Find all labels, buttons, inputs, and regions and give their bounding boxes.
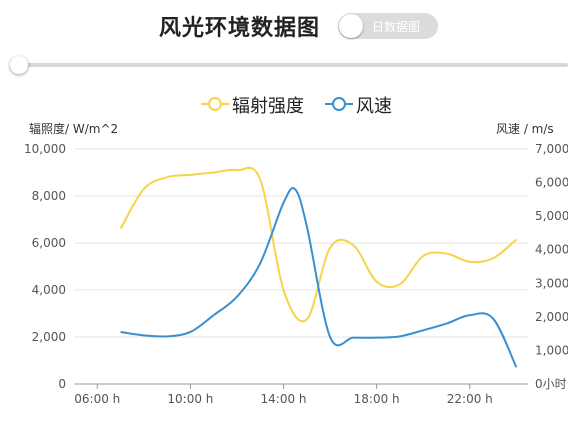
left-tick-label: 4,000 bbox=[32, 283, 66, 297]
slider-track[interactable] bbox=[12, 63, 568, 67]
right-tick-label: 7,000 bbox=[535, 142, 568, 156]
left-tick-label: 10,000 bbox=[24, 142, 66, 156]
x-tick-label: 10:00 h bbox=[167, 392, 213, 406]
x-tick-label: 06:00 h bbox=[74, 392, 120, 406]
toggle-knob[interactable] bbox=[339, 14, 363, 38]
x-tick-label: 14:00 h bbox=[261, 392, 307, 406]
series-line-wind bbox=[120, 187, 518, 368]
right-tick-label: 5,000 bbox=[535, 209, 568, 223]
x-tick-label: 22:00 h bbox=[447, 392, 493, 406]
x-tick-label: 18:00 h bbox=[354, 392, 400, 406]
legend-label-radiation: 辐射强度 bbox=[232, 96, 304, 117]
right-tick-label: 0小时 bbox=[535, 377, 567, 391]
chart-header: 风光环境数据图 日数据图 bbox=[0, 8, 568, 44]
right-tick-label: 3,000 bbox=[535, 276, 568, 290]
right-tick-label: 2,000 bbox=[535, 310, 568, 324]
page-title: 风光环境数据图 bbox=[159, 16, 321, 41]
left-tick-label: 0 bbox=[58, 377, 66, 391]
series-line-radiation bbox=[119, 166, 518, 323]
left-tick-label: 8,000 bbox=[32, 189, 66, 203]
left-axis-title: 辐照度/ W/m^2 bbox=[29, 122, 119, 136]
time-slider[interactable] bbox=[0, 56, 568, 76]
daily-data-toggle[interactable]: 日数据图 bbox=[338, 13, 438, 39]
right-tick-label: 1,000 bbox=[535, 343, 568, 357]
right-tick-label: 6,000 bbox=[535, 176, 568, 190]
legend-label-wind: 风速 bbox=[356, 96, 392, 117]
legend-marker-wind bbox=[325, 97, 353, 111]
left-tick-label: 6,000 bbox=[32, 236, 66, 250]
right-tick-label: 4,000 bbox=[535, 243, 568, 257]
left-tick-label: 2,000 bbox=[32, 330, 66, 344]
slider-thumb[interactable] bbox=[10, 56, 28, 74]
right-axis-title: 风速 / m/s bbox=[496, 122, 554, 136]
legend-marker-radiation bbox=[201, 97, 229, 111]
toggle-label: 日数据图 bbox=[372, 20, 421, 34]
